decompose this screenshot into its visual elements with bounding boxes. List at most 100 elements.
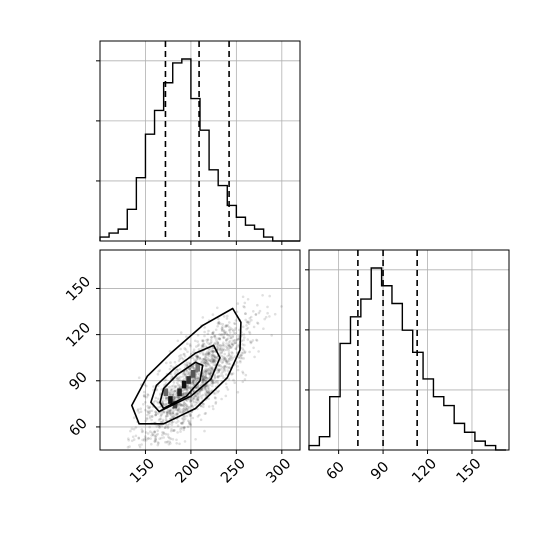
joint-scatter-point [225, 339, 228, 342]
joint-scatter-point [233, 381, 236, 385]
joint-scatter-point [221, 348, 224, 352]
joint-scatter-point [224, 382, 228, 386]
joint-scatter-point [231, 372, 235, 375]
joint-scatter-point [228, 344, 232, 348]
joint-scatter-point [175, 393, 178, 396]
joint-scatter-point [211, 349, 214, 353]
joint-scatter-point [156, 432, 159, 436]
joint-scatter-point [175, 412, 178, 415]
joint-scatter-point [203, 334, 206, 338]
joint-scatter-point [129, 429, 132, 433]
joint-scatter-point [189, 422, 192, 426]
joint-scatter-point [158, 417, 162, 421]
joint-scatter-point [217, 370, 220, 374]
joint-scatter-point [216, 341, 220, 345]
joint-scatter-point [196, 355, 200, 359]
joint-scatter-point [158, 437, 161, 441]
joint-scatter-point [194, 403, 197, 407]
joint-scatter-point [208, 368, 212, 372]
joint-scatter-point [203, 387, 207, 391]
joint-scatter-point [225, 348, 228, 352]
joint-scatter-point [252, 325, 256, 329]
joint-scatter-point [164, 399, 168, 402]
joint-scatter-point [224, 345, 227, 348]
joint-scatter-point [164, 440, 167, 444]
joint-scatter-point [206, 359, 209, 363]
joint-scatter-point [166, 423, 169, 427]
joint-scatter-point [181, 410, 185, 414]
joint-scatter-point [191, 356, 194, 360]
joint-scatter-point [226, 346, 229, 350]
joint-scatter-point [230, 358, 233, 362]
joint-scatter-point [221, 374, 224, 378]
joint-scatter-point [227, 353, 231, 357]
joint-scatter-point [223, 331, 227, 335]
joint-scatter-point [206, 332, 210, 336]
joint-scatter-point [155, 425, 159, 428]
joint-scatter-point [196, 377, 200, 381]
joint-scatter-point [228, 321, 231, 324]
joint-scatter-point [191, 404, 194, 408]
joint-scatter-point [182, 406, 186, 410]
joint-scatter-point [221, 336, 225, 339]
joint-scatter-point [219, 368, 223, 371]
joint-scatter-point [231, 334, 235, 337]
joint-scatter-point [211, 353, 214, 356]
joint-scatter-point [201, 344, 205, 348]
joint-scatter-point [191, 366, 195, 370]
joint-scatter-point [192, 389, 196, 392]
joint-xtick-label: 300 [264, 456, 295, 487]
joint-scatter-point [225, 386, 228, 389]
joint-scatter-point [192, 380, 195, 384]
joint-scatter-point [176, 377, 180, 381]
joint-scatter-point [196, 344, 200, 348]
joint-scatter-point [193, 394, 196, 398]
joint-scatter-point [237, 355, 241, 359]
joint-scatter-point [163, 426, 167, 430]
joint-scatter-point [203, 361, 206, 364]
joint-scatter-point [206, 370, 209, 373]
joint-scatter-point [228, 340, 232, 343]
joint-scatter-point [216, 342, 220, 345]
joint-scatter-point [217, 389, 220, 393]
joint-scatter-point [204, 375, 208, 379]
joint-scatter-point [214, 402, 217, 405]
joint-scatter-point [226, 314, 229, 318]
joint-scatter-point [183, 354, 187, 358]
joint-scatter-point [153, 430, 156, 434]
joint-scatter-point [172, 398, 176, 401]
joint-scatter-point [183, 363, 187, 366]
joint-scatter-point [176, 431, 179, 434]
joint-scatter-point [212, 330, 215, 334]
joint-scatter-point [157, 406, 160, 409]
joint-scatter-point [214, 336, 217, 340]
joint-scatter-point [211, 380, 215, 383]
joint-scatter-point [213, 360, 217, 363]
joint-scatter-point [201, 374, 205, 377]
joint-scatter-point [211, 351, 214, 354]
joint-scatter-point [139, 407, 142, 411]
joint-scatter-point [204, 369, 208, 373]
joint-density-panel: 150 200 250 300 60 90 120 150 [63, 249, 301, 487]
joint-scatter-point [154, 414, 157, 417]
joint-scatter-point [176, 381, 179, 385]
joint-scatter-point [219, 322, 222, 326]
joint-scatter-point [150, 434, 153, 437]
joint-scatter-point [243, 350, 247, 354]
joint-scatter-point [202, 379, 205, 383]
joint-scatter-point [204, 365, 208, 368]
joint-scatter-point [223, 331, 227, 335]
joint-scatter-point [211, 359, 214, 362]
joint-scatter-point [247, 322, 251, 326]
joint-scatter-point [181, 392, 184, 395]
joint-scatter-point [201, 378, 204, 382]
joint-scatter-point [254, 313, 258, 316]
joint-scatter-point [212, 356, 215, 360]
joint-scatter-point [201, 377, 204, 381]
joint-scatter-point [228, 331, 232, 334]
joint-scatter-point [210, 340, 213, 344]
joint-scatter-point [199, 404, 203, 408]
joint-scatter-point [202, 357, 206, 361]
joint-scatter-point [183, 426, 186, 429]
joint-scatter-point [128, 445, 131, 448]
